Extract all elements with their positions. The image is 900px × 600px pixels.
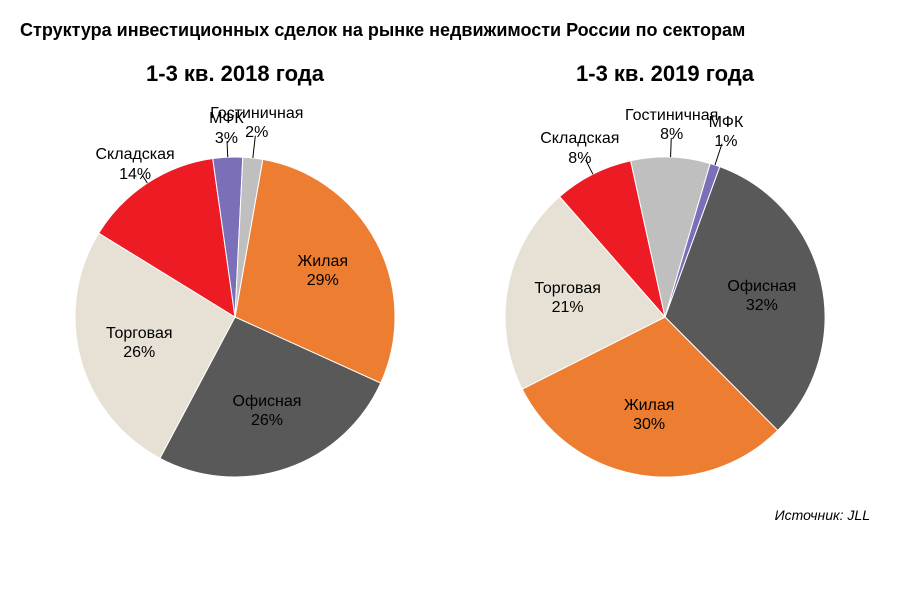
leader-line — [227, 141, 228, 157]
chart-2018: 1-3 кв. 2018 года Жилая29%Офисная26%Торг… — [35, 61, 435, 497]
charts-row: 1-3 кв. 2018 года Жилая29%Офисная26%Торг… — [20, 61, 880, 497]
page-title: Структура инвестиционных сделок на рынке… — [20, 20, 880, 41]
leader-line — [586, 160, 593, 174]
leader-line — [715, 144, 722, 165]
leader-line — [671, 138, 672, 157]
pie-svg — [35, 97, 435, 497]
chart-title-2019: 1-3 кв. 2019 года — [576, 61, 754, 87]
pie-wrap-2018: Жилая29%Офисная26%Торговая26%Складская14… — [35, 97, 435, 497]
chart-title-2018: 1-3 кв. 2018 года — [146, 61, 324, 87]
source-label: Источник: JLL — [20, 507, 880, 523]
leader-line — [253, 136, 255, 158]
pie-svg — [465, 97, 865, 497]
chart-2019: 1-3 кв. 2019 года Офисная32%Жилая30%Торг… — [465, 61, 865, 497]
pie-wrap-2019: Офисная32%Жилая30%Торговая21%Складская8%… — [465, 97, 865, 497]
leader-line — [142, 175, 147, 183]
